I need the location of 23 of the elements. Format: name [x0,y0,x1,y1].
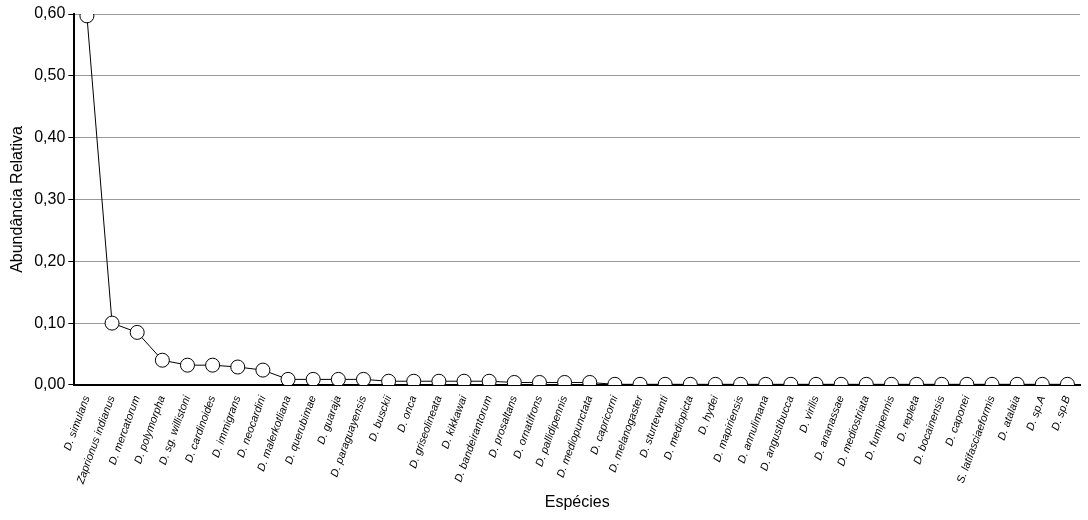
x-tick-label: D. busckii [365,393,394,443]
y-tick-label: 0,10 [34,313,66,331]
x-axis-title: Espécies [544,492,610,510]
y-tick-label: 0,60 [34,4,66,22]
point [104,315,120,331]
point [355,371,371,385]
y-tick-label: 0,30 [34,189,66,207]
x-tick-label: D. virilis [796,393,821,435]
x-tick-label: D. atalaia [994,393,1022,442]
x-tick-label: D. sp.B [1048,393,1073,432]
y-tick-label: 0,40 [34,128,66,146]
point [280,371,296,385]
y-axis-title: Abundância Relativa [8,125,26,273]
x-tick-label: D. hydei [695,393,721,436]
y-tick-label: 0,00 [34,375,66,393]
x-tick-label: D. repleta [893,393,922,443]
x-tick-label: D. sp.A [1023,393,1048,432]
point [305,371,321,385]
y-tick-label: 0,20 [34,251,66,269]
point [330,371,346,385]
y-tick-label: 0,50 [34,66,66,84]
x-tick-label: D. onca [394,393,419,434]
point [129,324,145,340]
